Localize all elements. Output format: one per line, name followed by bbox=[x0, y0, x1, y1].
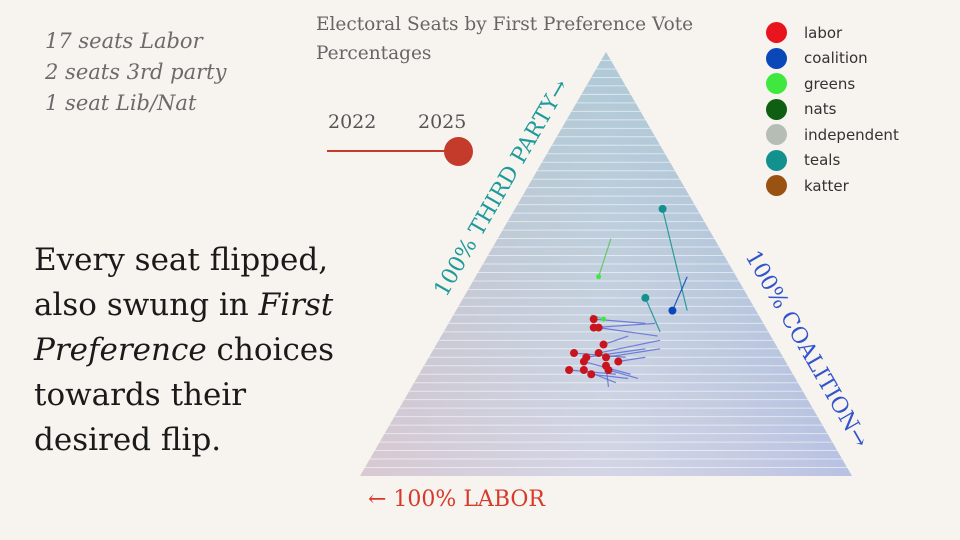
seat-point-labor[interactable] bbox=[579, 366, 588, 374]
seat-point-teals[interactable] bbox=[658, 204, 667, 213]
headline-part-1: Every seat flipped, also swung in bbox=[34, 242, 329, 323]
legend-item-independent[interactable]: independent bbox=[766, 122, 899, 148]
legend-item-teals[interactable]: teals bbox=[766, 148, 899, 174]
slider-label-2022[interactable]: 2022 bbox=[328, 111, 377, 133]
seat-point-greens[interactable] bbox=[596, 274, 602, 280]
headline-italic: First Preference bbox=[34, 287, 334, 368]
slider-label-2025[interactable]: 2025 bbox=[418, 111, 467, 133]
legend-label-coalition: coalition bbox=[804, 49, 868, 68]
legend-label-nats: nats bbox=[804, 100, 837, 119]
legend-swatch-nats bbox=[766, 98, 787, 120]
legend-label-teals: teals bbox=[804, 151, 841, 170]
swing-line-labor bbox=[605, 348, 661, 358]
axis-label-labor: ← 100% LABOR bbox=[368, 487, 546, 512]
summary-line-third-party: 2 seats 3rd party bbox=[45, 60, 227, 84]
swing-line-teals bbox=[644, 297, 661, 333]
seat-point-labor[interactable] bbox=[604, 366, 613, 374]
swing-line-labor bbox=[593, 322, 656, 329]
legend-swatch-greens bbox=[766, 73, 787, 95]
swing-line-teals bbox=[661, 208, 688, 311]
legend-swatch-katter bbox=[766, 175, 787, 197]
legend-label-katter: katter bbox=[804, 176, 849, 195]
seat-point-labor[interactable] bbox=[570, 349, 579, 358]
legend-item-coalition[interactable]: coalition bbox=[766, 46, 899, 72]
legend-item-nats[interactable]: nats bbox=[766, 97, 899, 123]
seat-point-labor[interactable] bbox=[589, 315, 598, 324]
legend: labor coalition greens nats independent teals… bbox=[766, 20, 899, 199]
headline-part-2: choices towards their desired flip. bbox=[34, 332, 335, 458]
seat-point-labor[interactable] bbox=[587, 370, 596, 379]
seat-point-labor[interactable] bbox=[565, 366, 574, 374]
swing-line-coalition bbox=[671, 276, 688, 311]
slider-track[interactable] bbox=[327, 150, 458, 152]
legend-swatch-coalition bbox=[766, 47, 787, 69]
swing-line-labor bbox=[591, 373, 629, 380]
seat-point-labor[interactable] bbox=[594, 323, 603, 332]
swing-line-labor bbox=[608, 369, 639, 380]
legend-label-independent: independent bbox=[804, 125, 899, 144]
swing-line-labor bbox=[618, 356, 646, 363]
swing-line-labor bbox=[598, 339, 661, 354]
seat-point-labor[interactable] bbox=[614, 357, 623, 366]
legend-item-greens[interactable]: greens bbox=[766, 71, 899, 97]
legend-label-greens: greens bbox=[804, 74, 856, 93]
legend-swatch-teals bbox=[766, 149, 787, 171]
seat-point-labor[interactable] bbox=[579, 357, 588, 366]
year-slider[interactable]: 2022 2025 bbox=[320, 108, 490, 178]
seat-point-labor[interactable] bbox=[602, 353, 610, 362]
seat-summary: 17 seats Labor 2 seats 3rd party 1 seat … bbox=[45, 26, 226, 119]
seat-point-labor[interactable] bbox=[599, 340, 608, 349]
slider-handle[interactable] bbox=[443, 137, 473, 166]
seat-points bbox=[565, 204, 677, 379]
legend-item-katter[interactable]: katter bbox=[766, 173, 899, 199]
chart-title: Electoral Seats by First Preference Vote… bbox=[316, 14, 694, 64]
swing-line-greens bbox=[598, 238, 612, 277]
seat-point-teals[interactable] bbox=[641, 293, 650, 302]
legend-swatch-labor bbox=[766, 22, 787, 44]
legend-swatch-independent bbox=[766, 124, 787, 146]
headline-text: Every seat flipped, also swung in First … bbox=[34, 238, 354, 463]
summary-line-lib-nat: 1 seat Lib/Nat bbox=[45, 91, 197, 115]
swing-line-labor bbox=[598, 327, 658, 337]
legend-label-labor: labor bbox=[804, 23, 843, 42]
swing-line-labor bbox=[603, 335, 629, 346]
seat-point-coalition[interactable] bbox=[668, 306, 677, 315]
seat-point-greens[interactable] bbox=[601, 316, 607, 322]
legend-item-labor[interactable]: labor bbox=[766, 20, 899, 46]
gridlines bbox=[364, 59, 848, 469]
seat-point-labor[interactable] bbox=[594, 349, 603, 358]
summary-line-labor: 17 seats Labor bbox=[45, 29, 203, 53]
